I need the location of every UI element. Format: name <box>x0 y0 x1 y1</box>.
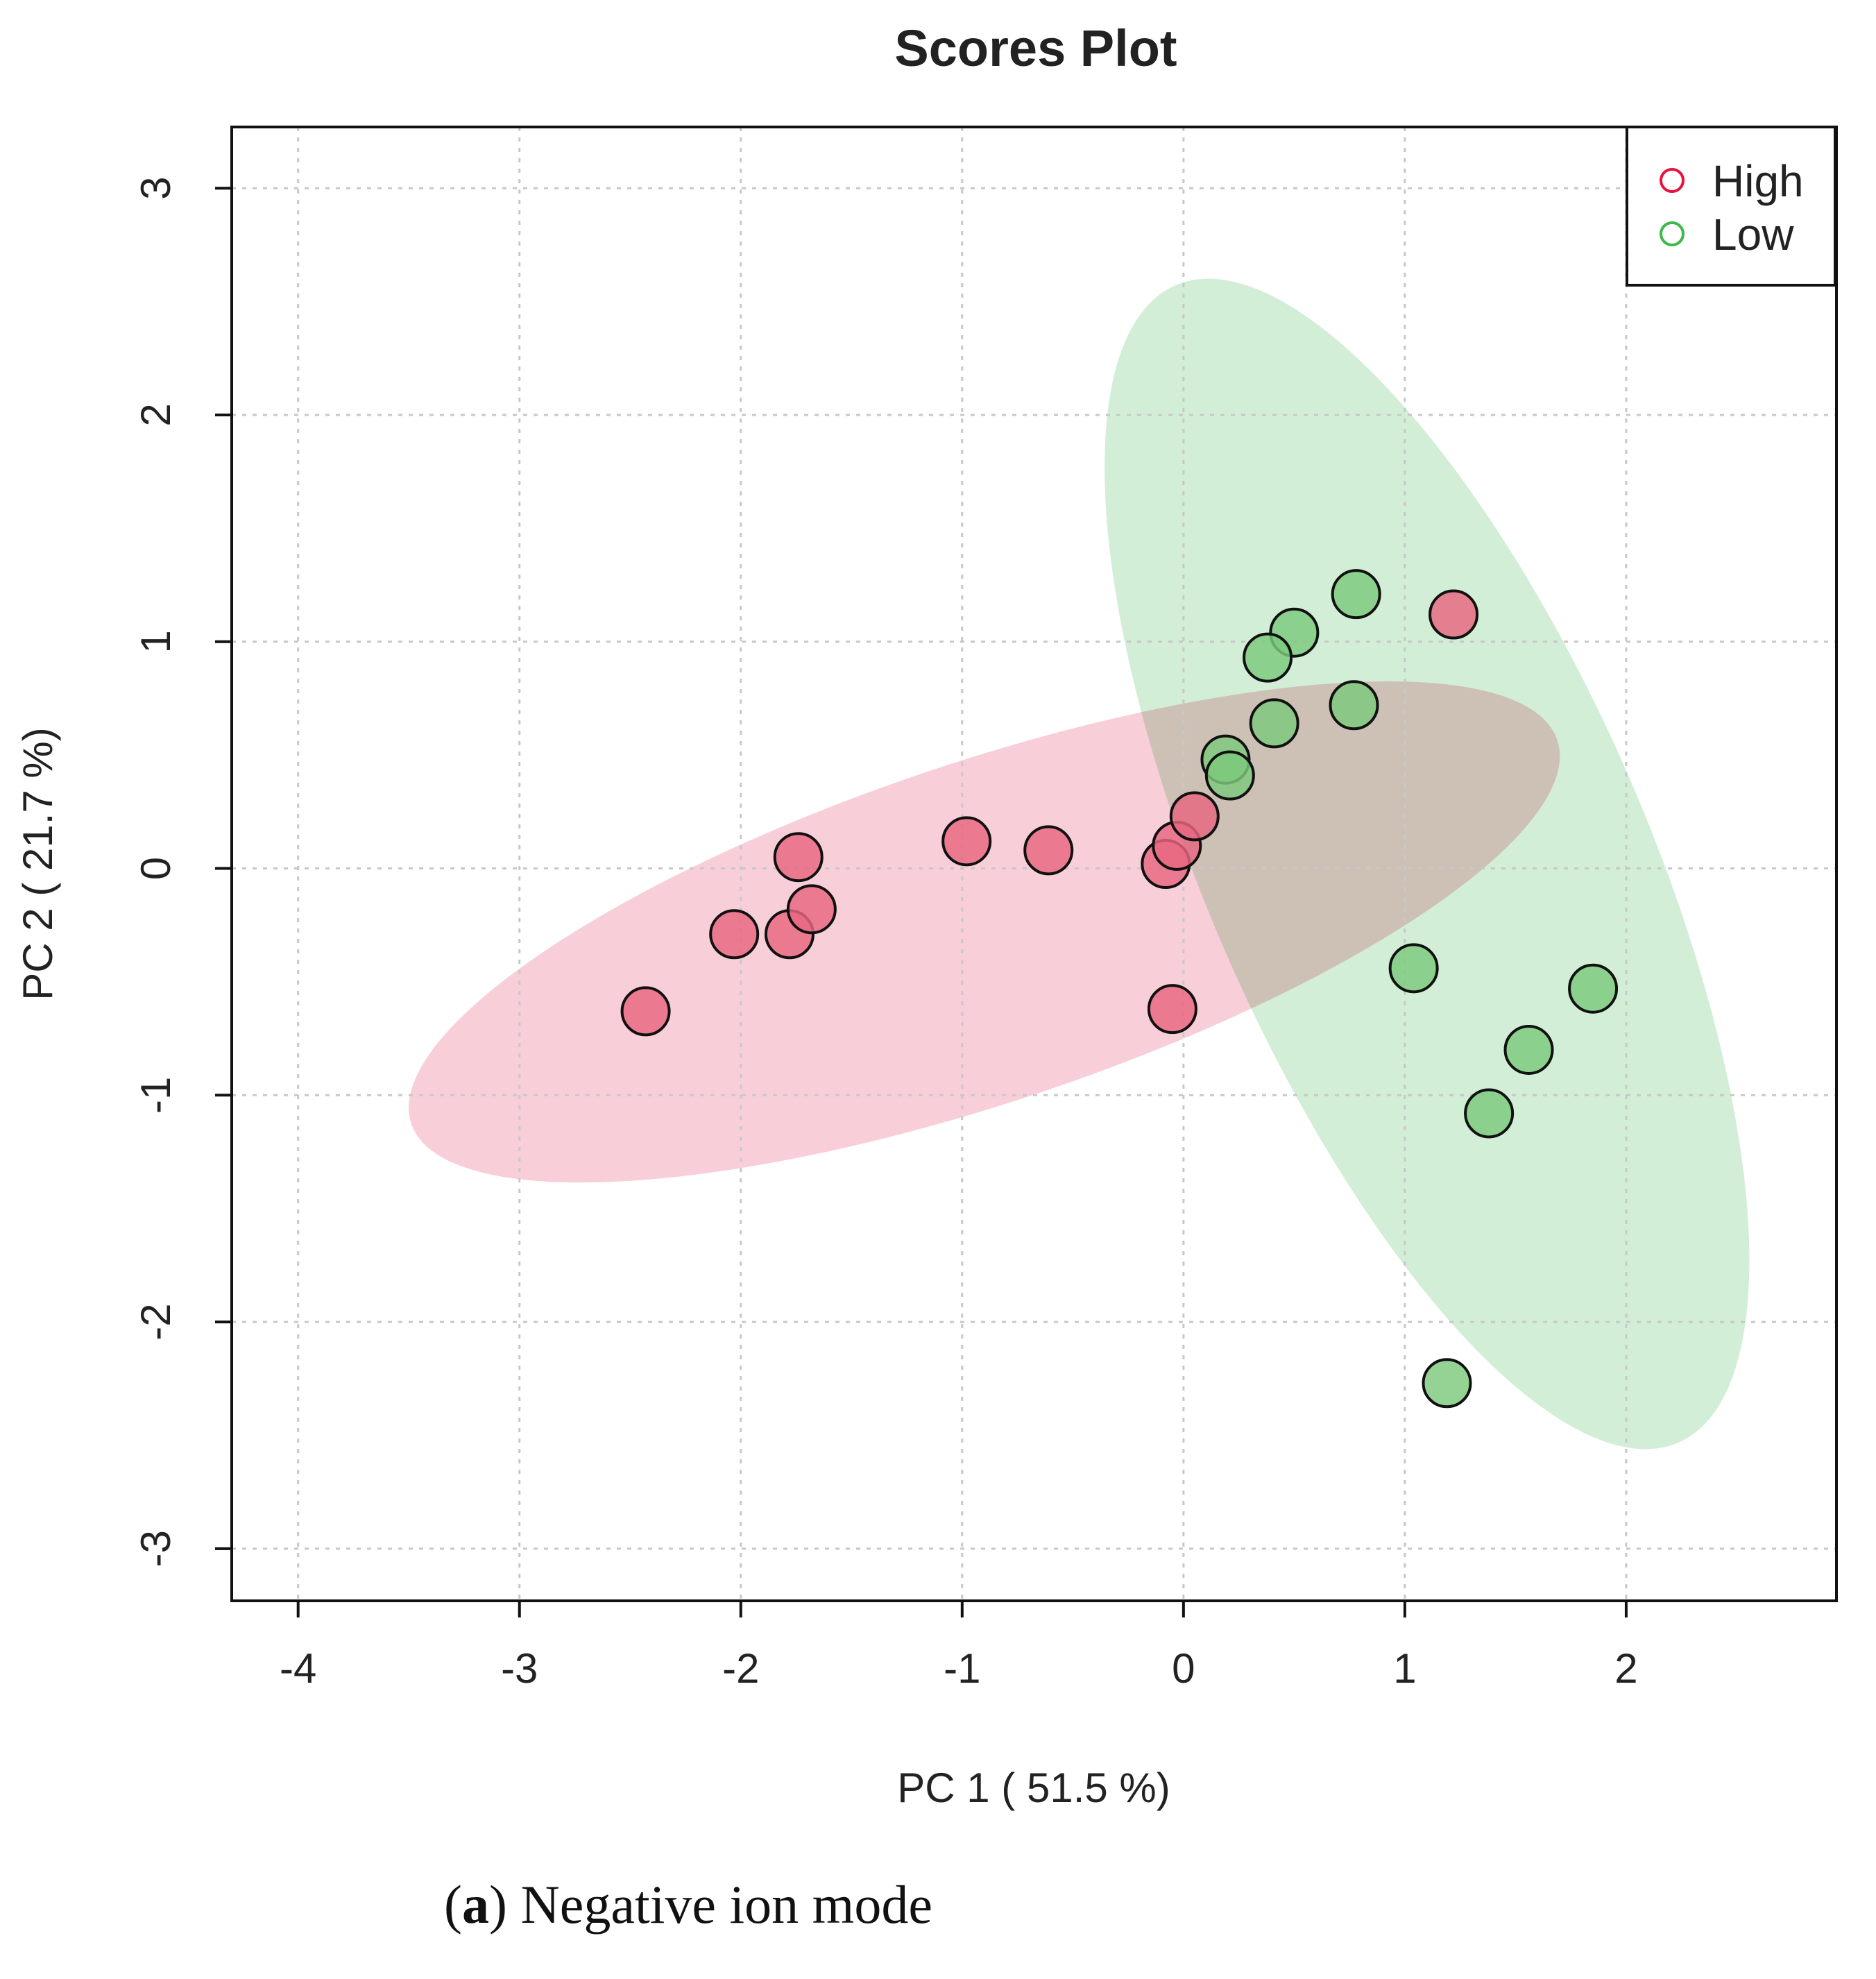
legend-low-marker <box>1660 221 1685 246</box>
x-axis-label: PC 1 ( 51.5 %) <box>897 1765 1170 1811</box>
chart-title: Scores Plot <box>894 19 1177 77</box>
legend-high-label: High <box>1712 156 1804 206</box>
point-low <box>1422 1358 1472 1409</box>
legend-low-label: Low <box>1712 210 1794 260</box>
legend-box <box>1626 126 1836 287</box>
point-low <box>1464 1088 1515 1139</box>
y-tick-label: 1 <box>133 630 179 653</box>
plot-frame <box>230 126 1838 1602</box>
x-tick-label: -4 <box>280 1645 316 1692</box>
point-high <box>773 832 824 883</box>
point-high <box>1023 825 1074 876</box>
point-high <box>1429 589 1479 640</box>
figure-caption: (a) Negative ion mode <box>444 1874 932 1935</box>
x-tick-label: 0 <box>1172 1645 1195 1692</box>
x-tick-label: -2 <box>722 1645 759 1692</box>
y-tick-label: 3 <box>133 177 179 200</box>
point-high <box>786 884 837 935</box>
x-tick-label: 2 <box>1614 1645 1637 1692</box>
point-low <box>1243 632 1293 683</box>
legend: High Low <box>1626 126 1836 287</box>
x-axis-ticks: -4 -3 -2 -1 0 1 2 <box>280 1601 1638 1692</box>
y-tick-label: 0 <box>133 857 179 880</box>
point-low <box>1388 943 1439 994</box>
y-axis-label: PC 2 ( 21.7 %) <box>15 727 61 1001</box>
x-tick-label: -1 <box>944 1645 980 1692</box>
point-low <box>1568 963 1619 1014</box>
y-axis-ticks: -3 -2 -1 0 1 2 3 <box>133 177 232 1568</box>
point-low <box>1331 569 1381 620</box>
confidence-ellipses <box>409 278 1750 1450</box>
y-tick-label: -3 <box>133 1530 179 1567</box>
point-low <box>1329 680 1379 731</box>
point-low <box>1204 750 1255 801</box>
legend-high-marker <box>1660 168 1685 193</box>
point-high <box>1169 791 1220 842</box>
caption-label: a <box>461 1874 489 1935</box>
caption-text: Negative ion mode <box>506 1874 932 1935</box>
point-high <box>709 909 760 960</box>
x-tick-label: -3 <box>501 1645 538 1692</box>
data-points <box>620 569 1619 1409</box>
point-low <box>1249 698 1299 749</box>
point-low <box>1503 1024 1554 1075</box>
y-tick-label: 2 <box>133 403 179 426</box>
y-tick-label: -1 <box>133 1077 179 1114</box>
ellipse-low <box>1105 278 1750 1450</box>
point-high <box>620 986 671 1037</box>
point-high <box>1147 984 1197 1035</box>
point-high <box>941 816 992 867</box>
y-tick-label: -2 <box>133 1303 179 1340</box>
x-tick-label: 1 <box>1393 1645 1416 1692</box>
